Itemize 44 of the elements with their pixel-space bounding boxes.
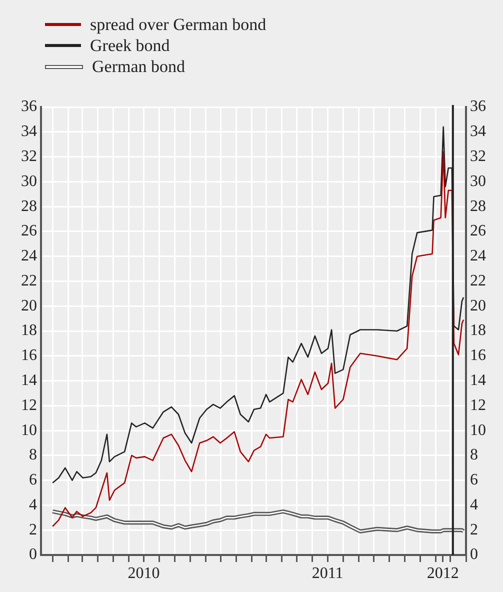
y-tick-label: 28 (21, 198, 37, 215)
y-tick-label: 24 (21, 248, 37, 265)
y2-tick-label: 16 (470, 347, 486, 364)
y2-tick-label: 36 (470, 98, 486, 116)
y2-tick-label: 20 (470, 297, 486, 314)
y2-tick-label: 28 (470, 198, 486, 215)
y2-tick-label: 32 (470, 148, 486, 165)
y-tick-label: 14 (21, 372, 37, 389)
x-tick-label: 2012 (426, 564, 459, 582)
y-tick-label: 22 (21, 272, 37, 290)
y2-tick-label: 6 (470, 472, 478, 489)
y-tick-label: 18 (21, 322, 37, 340)
y-tick-label: 0 (29, 546, 37, 564)
y2-tick-label: 8 (470, 446, 478, 464)
y-tick-label: 16 (21, 347, 37, 364)
y-tick-label: 32 (21, 148, 37, 165)
y2-tick-label: 22 (470, 272, 486, 290)
legend-label: Greek bond (90, 35, 170, 56)
legend-label: spread over German bond (90, 14, 266, 35)
y2-tick-label: 2 (470, 521, 478, 538)
y2-tick-label: 12 (470, 396, 486, 414)
y-tick-label: 20 (21, 297, 37, 314)
x-tick-label: 2010 (128, 564, 160, 582)
y-tick-label: 36 (21, 98, 37, 116)
x-tick-label: 2011 (312, 564, 344, 582)
y-tick-label: 4 (29, 496, 37, 514)
y-tick-label: 2 (29, 521, 37, 538)
y-tick-label: 26 (21, 222, 37, 240)
y-tick-label: 30 (21, 172, 37, 190)
y2-tick-label: 30 (470, 172, 486, 190)
y2-tick-label: 34 (470, 123, 486, 140)
y-tick-label: 6 (29, 472, 37, 489)
y-tick-label: 10 (21, 422, 37, 439)
y2-tick-label: 4 (470, 496, 478, 514)
y-tick-label: 34 (21, 123, 37, 140)
y2-tick-label: 10 (470, 422, 486, 439)
y-tick-label: 8 (29, 446, 37, 464)
y2-tick-label: 24 (470, 248, 486, 265)
legend-label: German bond (92, 56, 186, 77)
y2-tick-label: 0 (470, 546, 478, 564)
y2-tick-label: 26 (470, 222, 486, 240)
y2-tick-label: 18 (470, 322, 486, 340)
y2-tick-label: 14 (470, 372, 486, 389)
y-tick-label: 12 (21, 396, 37, 414)
